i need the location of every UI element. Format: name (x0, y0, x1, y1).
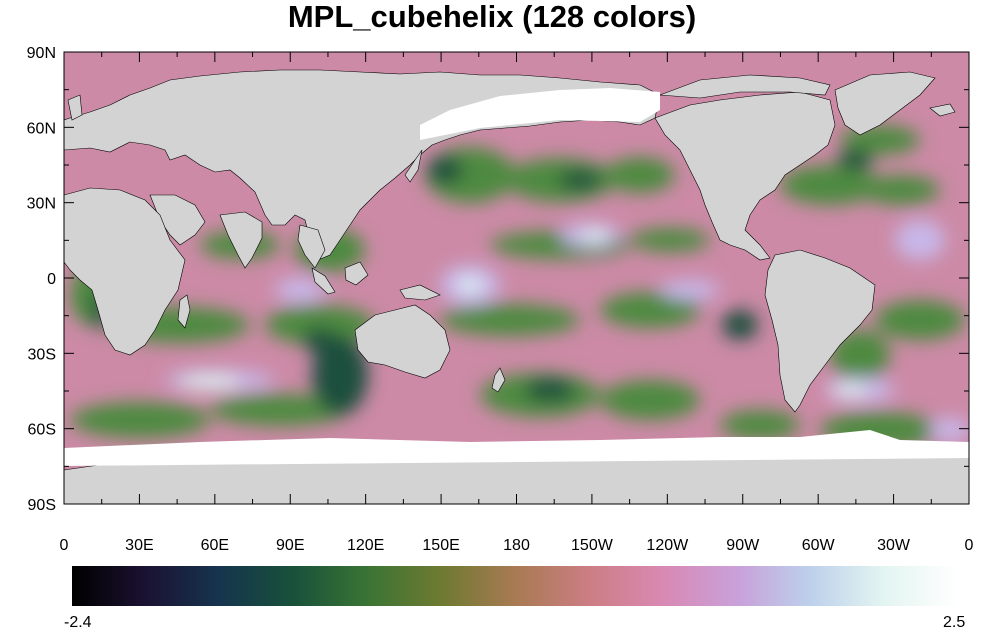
lat-label: 30S (28, 346, 56, 363)
lat-label: 60S (28, 422, 56, 439)
lat-label: 30N (27, 196, 56, 213)
borneo (344, 261, 369, 286)
colorbar (72, 566, 958, 606)
lat-label: 90S (28, 497, 56, 514)
sumatra (311, 267, 336, 295)
greenland (834, 71, 936, 136)
lat-label: 60N (27, 120, 56, 137)
india (219, 211, 263, 269)
longitude-labels: 0 30E 60E 90E 120E 150E 180 150W 120W 90W 60W 30W 0 (60, 537, 974, 554)
canadian-arctic (659, 74, 831, 99)
iceland (929, 103, 956, 117)
lon-label: 90W (726, 537, 760, 554)
lat-label: 90N (27, 45, 56, 62)
colorbar-min-label: -2.4 (64, 614, 92, 631)
map-title: MPL_cubehelix (128 colors) (287, 0, 697, 34)
south-america (764, 249, 876, 413)
indochina (297, 224, 326, 269)
madagascar (177, 294, 191, 329)
british-isles (67, 94, 83, 121)
map-plot-area (64, 52, 969, 504)
lon-label: 120W (646, 537, 689, 554)
sea-ice-mask (64, 430, 969, 466)
lon-label: 0 (60, 537, 69, 554)
japan (404, 149, 423, 183)
lon-label: 60W (802, 537, 836, 554)
africa (64, 187, 186, 356)
colorbar-max-label: 2.5 (943, 614, 966, 631)
lon-label: 150E (422, 537, 459, 554)
lon-label: 60E (201, 537, 229, 554)
new-guinea (399, 284, 441, 301)
australia (354, 304, 451, 379)
new-zealand (491, 367, 506, 393)
lon-label: 0 (965, 537, 974, 554)
lon-label: 180 (503, 537, 530, 554)
lon-label: 150W (571, 537, 614, 554)
latitude-labels: 90N 60N 30N 0 30S 60S 90S (27, 45, 56, 514)
lon-label: 90E (276, 537, 304, 554)
lat-label: 0 (47, 271, 56, 288)
north-america (654, 91, 836, 261)
lon-label: 120E (347, 537, 384, 554)
axis-ticks (63, 51, 970, 505)
lon-label: 30E (125, 537, 153, 554)
arctic-ice-mask (420, 88, 660, 140)
lon-label: 30W (877, 537, 911, 554)
